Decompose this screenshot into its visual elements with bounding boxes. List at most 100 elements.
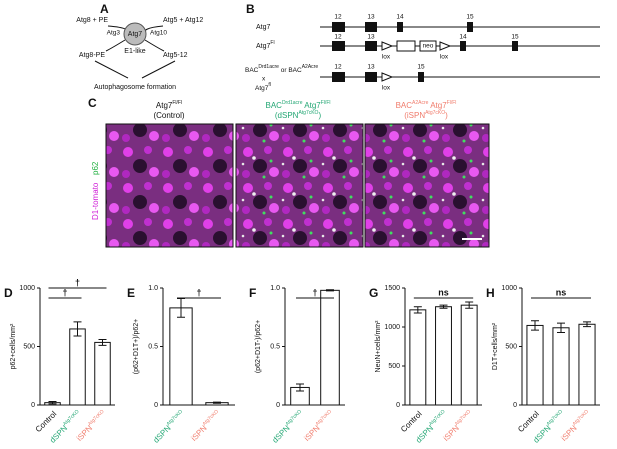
micrograph [105, 123, 234, 248]
panel-label: H [486, 286, 495, 300]
t: Atg7 [255, 85, 269, 92]
row-label: Atg7 [256, 24, 271, 31]
t: Atg7 [256, 24, 271, 31]
row-label: BACDrd1acre or BACA2Acre [245, 64, 318, 73]
t: (dSPN [275, 111, 299, 120]
label: Atg8-PE [79, 52, 105, 59]
t: Atg7cKO [425, 110, 445, 116]
y-tick-label: 0 [396, 402, 400, 409]
y-tick-label: 1.0 [270, 285, 280, 292]
bar [69, 328, 86, 406]
y-tick-label: 1000 [501, 285, 517, 292]
y-tick-label: 1500 [384, 285, 400, 292]
bar [409, 309, 427, 406]
bar [552, 327, 570, 406]
t: Fl [270, 40, 274, 46]
t: Fl/Fl [447, 100, 457, 106]
panel-label: C [88, 96, 97, 110]
label: Atg5-12 [163, 52, 188, 59]
panel-b: B Atg7 12 13 14 15 Atg7Fl 12 13 14 15 ne… [245, 2, 600, 92]
error-bar [557, 322, 565, 333]
row-label: x [262, 76, 266, 83]
arrow [105, 39, 165, 52]
x-tick-label: iSPNAtg7cKO [559, 409, 593, 443]
arrow [94, 60, 176, 79]
exon: 13 [367, 34, 375, 41]
error-bar [465, 301, 474, 309]
column-header: Atg7Fl/Fl [156, 100, 182, 110]
category: Control [516, 409, 541, 434]
x-tick-label: Control [516, 409, 541, 434]
exon: 13 [367, 64, 375, 71]
stain-label: p62 [91, 161, 100, 175]
micrograph [235, 123, 364, 248]
t: Fl/Fl [172, 100, 182, 106]
category-sup: Atg7cKO [315, 409, 333, 427]
cassette: neo [423, 43, 434, 50]
y-tick-label: 500 [23, 343, 35, 350]
exon: 14 [396, 14, 404, 21]
column-header: (iSPNAtg7cKO) [404, 110, 448, 120]
x-tick-label: Control [399, 409, 424, 434]
exon: 15 [417, 64, 425, 71]
y-tick-label: 1.0 [148, 285, 158, 292]
bar [526, 324, 544, 406]
x-tick-label: dSPNAtg7cKO [270, 409, 306, 445]
x-tick-label: iSPNAtg7cKO [441, 409, 475, 443]
panel-label: F [249, 286, 256, 300]
error-bar [326, 289, 334, 292]
t: BAC [265, 101, 282, 110]
y-tick-label: 0 [513, 402, 517, 409]
lox: lox [440, 54, 449, 61]
x-tick-label: iSPNAtg7cKO [302, 409, 336, 443]
category-sup: Atg7cKO [428, 409, 446, 427]
error-bar [213, 401, 221, 404]
t: or BAC [279, 67, 302, 74]
label: Atg7 [128, 31, 143, 38]
bar [94, 341, 111, 406]
y-tick-label: 0.5 [148, 343, 158, 350]
panel-a: A Atg8 + PE Atg5 + Atg12 Atg7 Atg3 Atg10… [76, 2, 203, 91]
lox: lox [382, 54, 391, 61]
t: Atg7cKO [298, 110, 318, 116]
panel-label: E [127, 286, 135, 300]
label: Atg3 [107, 30, 121, 37]
lox: lox [382, 85, 391, 92]
y-tick-label: 0 [276, 402, 280, 409]
label: E1-like [124, 48, 146, 55]
label: Atg8 + PE [76, 17, 108, 24]
category-sup: Atg7cKO [285, 409, 303, 427]
significance-label: † [312, 287, 317, 297]
bar [435, 306, 452, 406]
t: Atg7 [303, 101, 322, 110]
enzyme-circle [123, 22, 147, 46]
error-bar [583, 321, 591, 328]
panel-label: G [369, 286, 378, 300]
column-header: (dSPNAtg7cKO) [275, 110, 322, 120]
t: Atg7 [428, 101, 447, 110]
category-sup: Atg7cKO [62, 409, 80, 427]
y-tick-label: 0.5 [270, 343, 280, 350]
column-header: BACDrd1acre Atg7Fl/Fl [265, 100, 330, 110]
t: (iSPN [404, 111, 425, 120]
error-bar [439, 304, 448, 309]
error-bar [296, 383, 304, 392]
t: A2Acre [302, 64, 319, 70]
error-bar [98, 338, 107, 346]
row-label: Atg7fl [255, 82, 271, 91]
t: BAC [245, 67, 259, 74]
t: Atg7 [256, 43, 271, 50]
exon: 15 [511, 34, 519, 41]
significance-label: † [196, 287, 201, 297]
category-sup: Atg7cKO [454, 409, 472, 427]
significance-label: ns [438, 287, 449, 297]
label: Autophagosome formation [94, 84, 176, 91]
bar [320, 289, 340, 406]
error-bar [177, 298, 185, 318]
y-axis-title: NeuN+cells/mm² [375, 320, 382, 373]
exon: 14 [459, 34, 467, 41]
t: ) [318, 111, 321, 120]
error-bar [73, 321, 82, 337]
column-header: BACA2Acre Atg7Fl/Fl [396, 100, 457, 110]
t: A2Acre [412, 100, 429, 106]
